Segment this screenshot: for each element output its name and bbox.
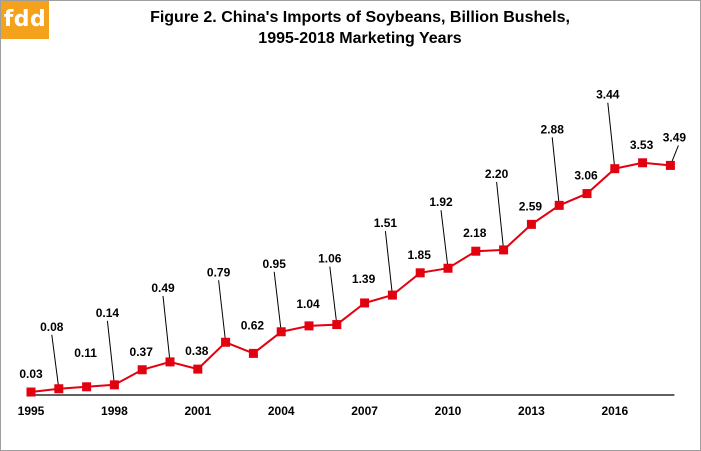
x-tick-label: 2016 [601,404,628,418]
data-point-marker [471,246,481,256]
data-label: 1.04 [296,297,320,311]
leader-line [384,231,393,296]
data-label: 0.03 [19,367,43,381]
data-label: 0.95 [263,257,287,271]
data-label: 3.44 [596,88,620,102]
data-point-marker [276,327,286,337]
chart-title-line-1: Figure 2. China's Imports of Soybeans, B… [150,9,570,26]
data-point-marker [109,380,119,390]
leader-line [551,137,560,206]
data-point-marker [387,290,397,300]
chart-title-line-2: 1995-2018 Marketing Years [258,30,462,47]
data-point-marker [221,337,231,347]
series-layer [26,158,675,397]
data-point-marker [54,384,64,394]
data-point-marker [82,382,92,392]
leader-line [496,181,505,250]
fdd-logo: fdd [1,1,49,39]
data-label: 0.38 [185,344,209,358]
data-label: 1.51 [374,216,398,230]
x-tick-label: 2001 [184,404,211,418]
data-label: 3.49 [663,130,687,144]
data-label: 2.88 [541,122,565,136]
data-label: 0.11 [74,346,97,360]
data-label: 1.92 [429,195,453,209]
data-label: 0.79 [207,265,231,279]
data-label: 1.39 [352,272,376,286]
data-label: 3.06 [574,169,598,183]
data-point-marker [165,357,175,367]
data-label: 0.08 [40,320,64,334]
logo-text: fdd [3,7,47,32]
data-point-marker [638,158,648,168]
leader-line [273,271,282,332]
leader-line [162,295,171,362]
data-point-marker [665,160,675,170]
data-label: 2.18 [463,226,487,240]
data-point-marker [332,320,342,330]
x-tick-label: 1995 [18,404,45,418]
data-label: 1.85 [408,248,432,262]
x-tick-label: 1998 [101,404,128,418]
leader-line [218,280,227,343]
data-point-marker [554,200,564,210]
data-label: 3.53 [630,138,654,152]
data-labels: 0.03 0.08 0.11 0.14 0.37 0.49 0.38 0.79 0.62 0.95… [19,88,686,381]
data-point-marker [443,263,453,273]
data-point-marker [610,164,620,174]
leader-line [51,334,60,389]
data-point-marker [248,348,258,358]
data-label: 2.20 [485,167,509,181]
chart-title: Figure 2. China's Imports of Soybeans, B… [60,7,660,49]
data-point-marker [193,364,203,374]
data-point-marker [499,245,509,255]
leader-line [607,102,616,169]
data-point-marker [137,365,147,375]
data-point-marker [26,387,36,397]
data-point-marker [582,189,592,199]
data-label: 0.14 [96,306,120,320]
series-line [30,161,671,393]
x-tick-label: 2004 [268,404,295,418]
data-label: 0.62 [241,318,265,332]
data-point-marker [415,268,425,278]
data-label: 2.59 [519,199,543,213]
x-tick-label: 2013 [518,404,545,418]
leader-lines [51,102,679,389]
leader-line [440,210,449,269]
data-point-marker [304,321,314,331]
data-label: 0.37 [130,345,154,359]
axis-layer: 1995 1998 2001 2004 2007 2010 2013 2016 [18,394,675,418]
data-label: 0.49 [151,281,175,295]
data-label: 1.06 [318,252,342,266]
x-tick-label: 2010 [435,404,462,418]
leader-line [329,266,338,325]
leader-line [106,320,115,385]
data-point-marker [526,219,536,229]
x-tick-label: 2007 [351,404,378,418]
data-point-marker [360,298,370,308]
